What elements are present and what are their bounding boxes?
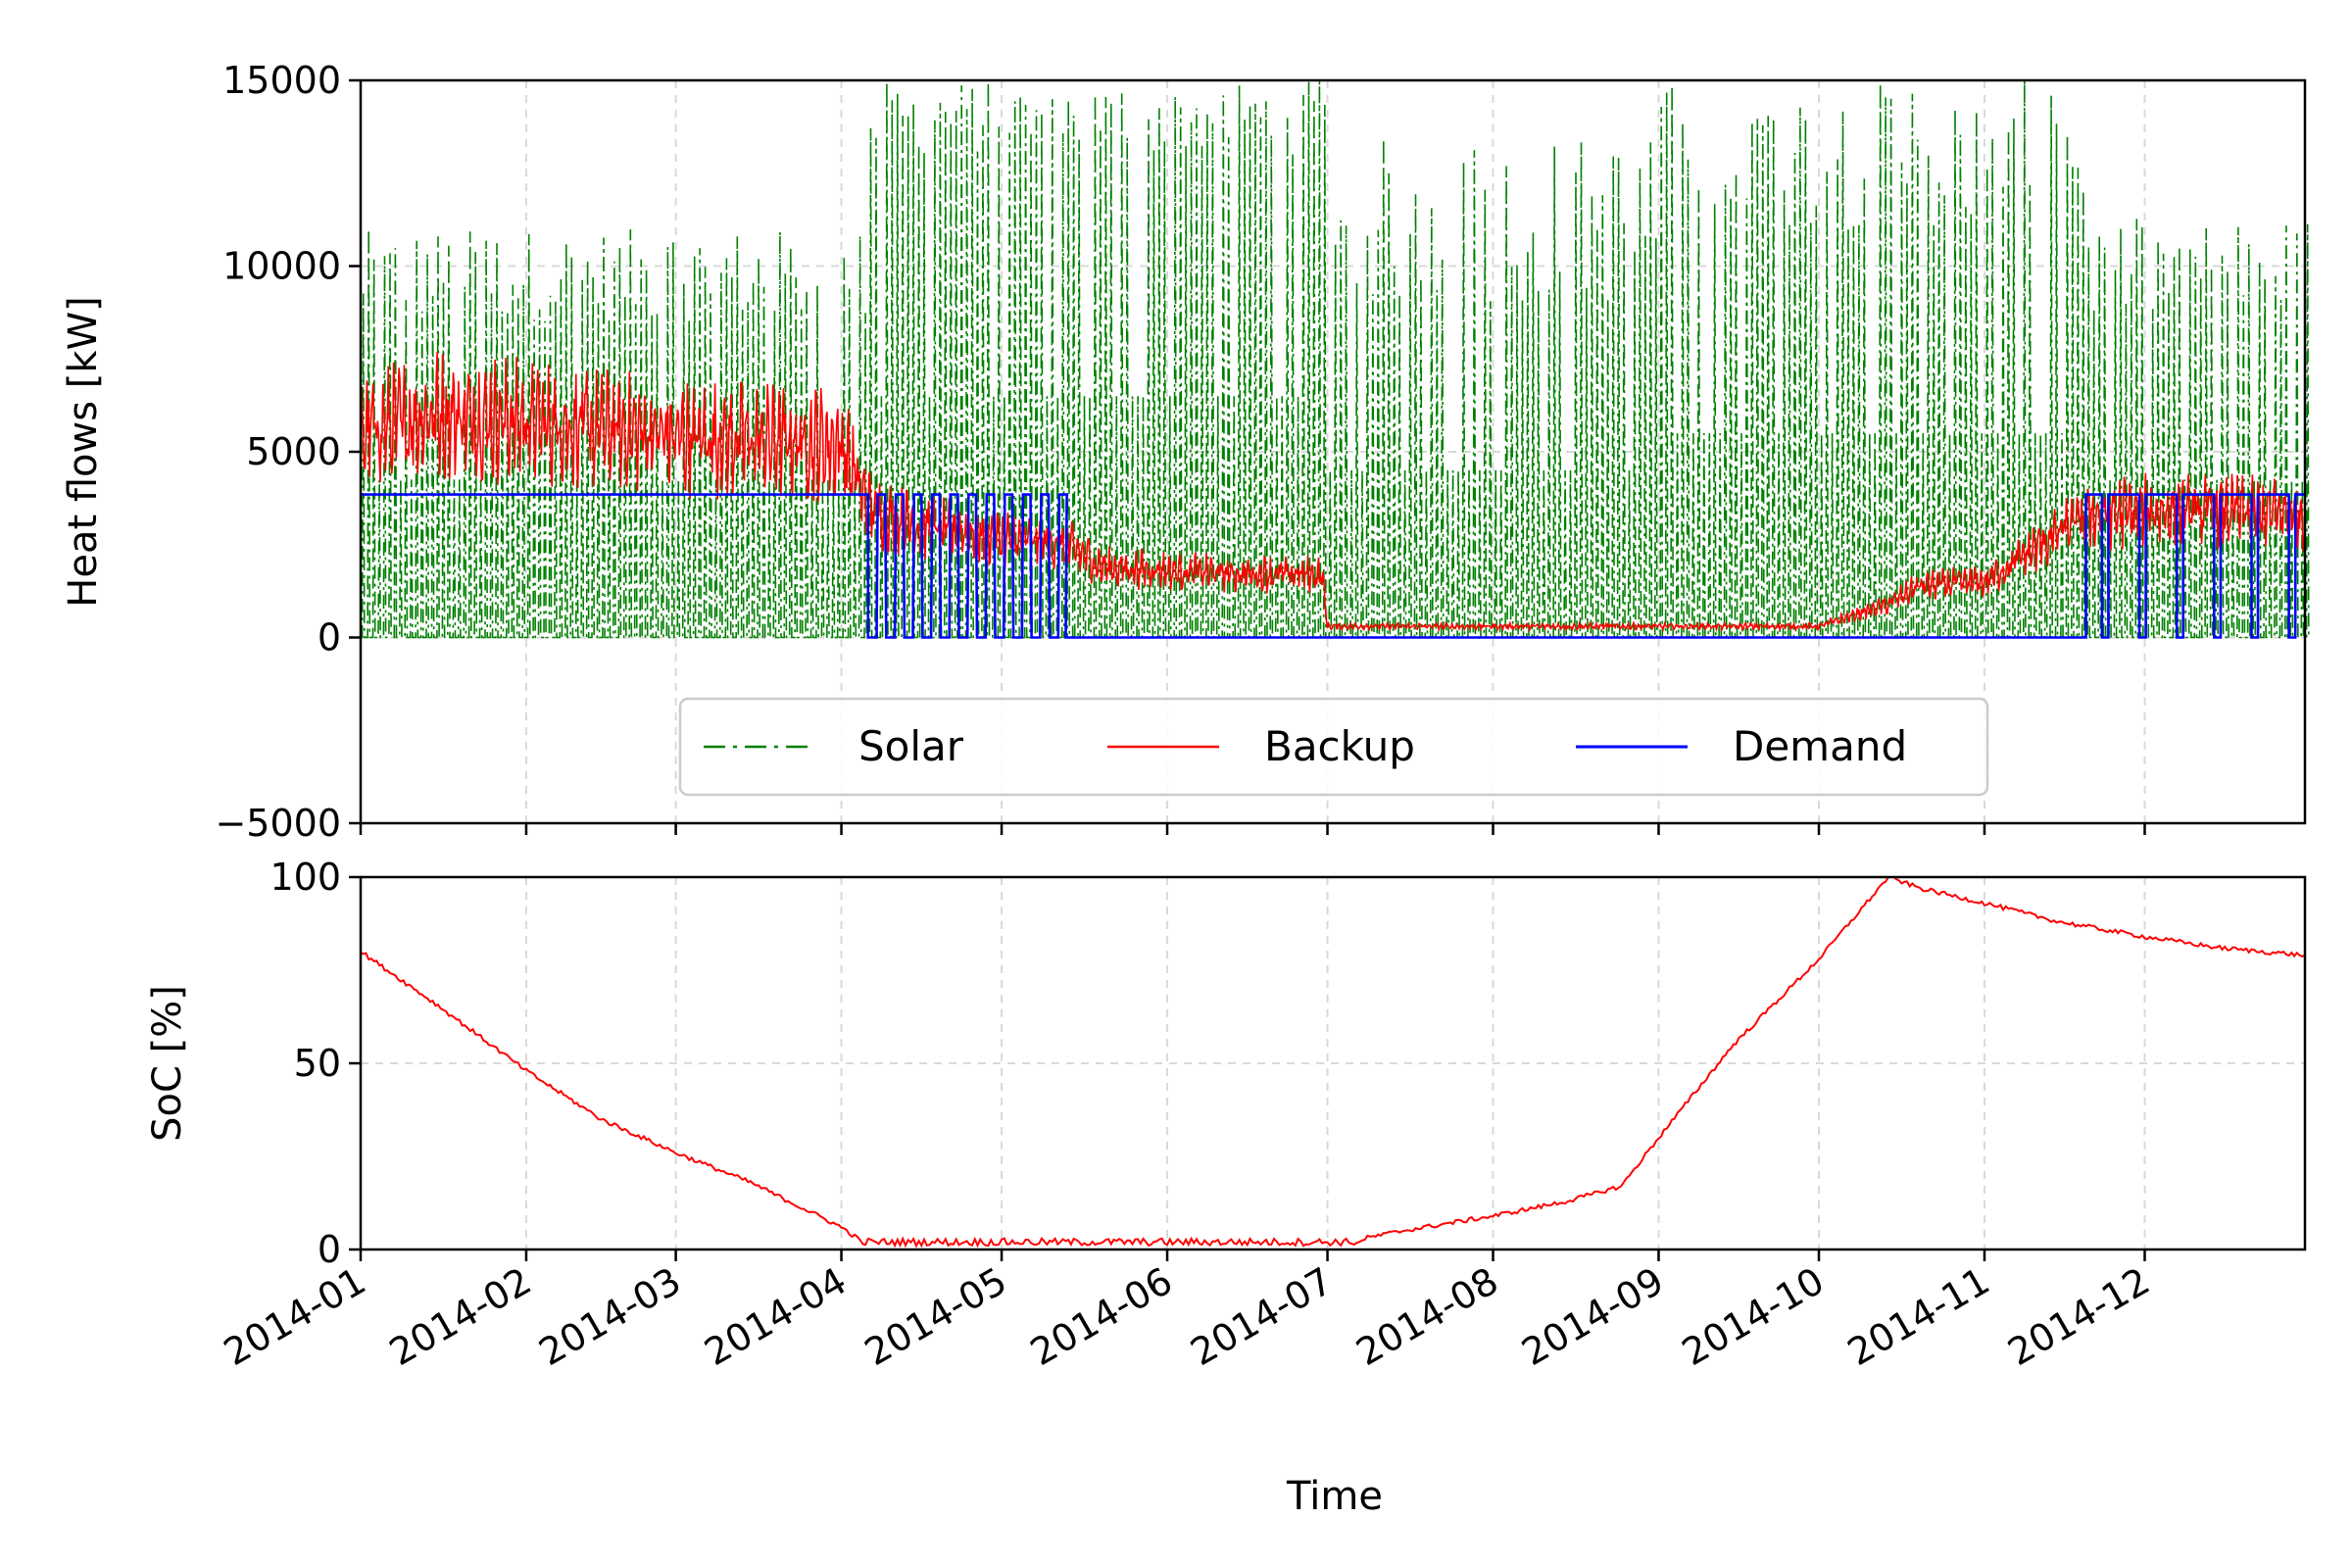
legend: Solar Backup Demand [678,697,1989,797]
legend-solar-label: Solar [858,722,964,770]
y-tick-label: 100 [270,856,341,899]
y-tick-label: 15000 [222,59,341,102]
demand-series-line [361,493,2305,639]
soc-series-line [360,876,2306,1249]
y-tick-label: 10000 [222,245,341,288]
legend-backup-label: Backup [1264,722,1415,770]
heat-flows-y-axis-label: Heat flows [kW] [61,296,106,607]
legend-frame [678,697,1989,797]
demand-line-path [361,493,2305,639]
soc-y-axis-label: SoC [%] [145,985,190,1142]
y-tick-label: −5000 [215,802,341,845]
y-tick-label: 0 [318,616,341,660]
heat-flows-panel: −5000 0 5000 10000 15000 Heat flows [kW] Sol… [61,59,2310,845]
backup-line-path [360,351,2306,633]
backup-series-line [360,351,2306,633]
y-tick-label: 0 [318,1228,341,1271]
legend-demand-label: Demand [1733,722,1907,770]
y-tick-label: 5000 [246,430,341,473]
soc-line-path [360,876,2306,1249]
x-axis-label: Time [1286,1474,1383,1519]
y-tick-label: 50 [294,1042,341,1085]
